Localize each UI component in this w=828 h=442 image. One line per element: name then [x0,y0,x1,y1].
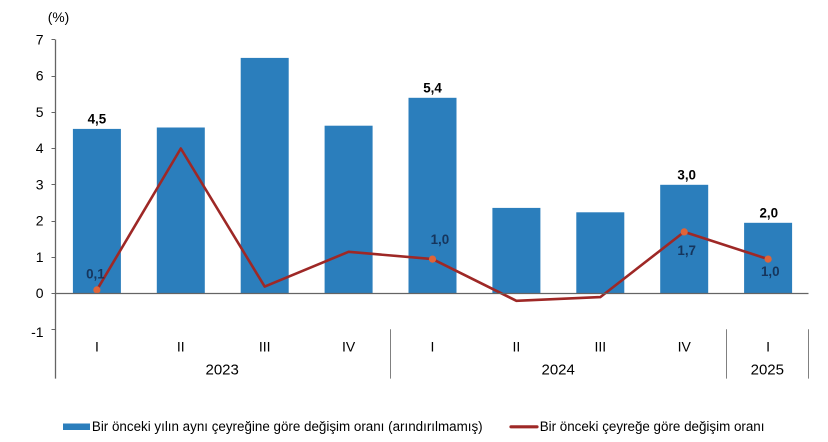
svg-text:2024: 2024 [542,362,575,379]
svg-text:2: 2 [36,213,44,229]
svg-text:(%): (%) [48,10,69,25]
svg-text:1,7: 1,7 [677,243,696,258]
svg-text:II: II [177,339,185,355]
svg-text:6: 6 [36,68,44,84]
svg-text:5: 5 [36,104,44,120]
svg-text:0: 0 [36,285,44,301]
svg-text:3: 3 [36,176,44,192]
svg-text:Bir önceki yılın aynı çeyreğin: Bir önceki yılın aynı çeyreğine göre değ… [92,419,483,434]
svg-text:IV: IV [342,339,356,355]
svg-text:II: II [513,339,521,355]
svg-text:0,1: 0,1 [86,267,105,282]
svg-text:7: 7 [36,31,44,47]
svg-text:-1: -1 [31,324,44,340]
svg-text:1,0: 1,0 [761,264,780,279]
svg-text:2,0: 2,0 [759,206,778,221]
svg-text:1: 1 [36,249,44,265]
svg-text:III: III [259,339,271,355]
svg-text:IV: IV [678,339,692,355]
svg-text:Bir önceki çeyreğe göre değişi: Bir önceki çeyreğe göre değişim oranı [540,419,765,434]
svg-text:III: III [594,339,606,355]
svg-text:3,0: 3,0 [677,168,696,183]
svg-text:4,5: 4,5 [88,112,107,127]
svg-text:5,4: 5,4 [423,81,442,96]
svg-text:4: 4 [36,140,44,156]
svg-text:I: I [95,339,99,355]
svg-text:1,0: 1,0 [431,232,450,247]
svg-text:2023: 2023 [206,362,239,379]
svg-text:2025: 2025 [751,362,784,379]
svg-text:I: I [766,339,770,355]
svg-text:I: I [431,339,435,355]
